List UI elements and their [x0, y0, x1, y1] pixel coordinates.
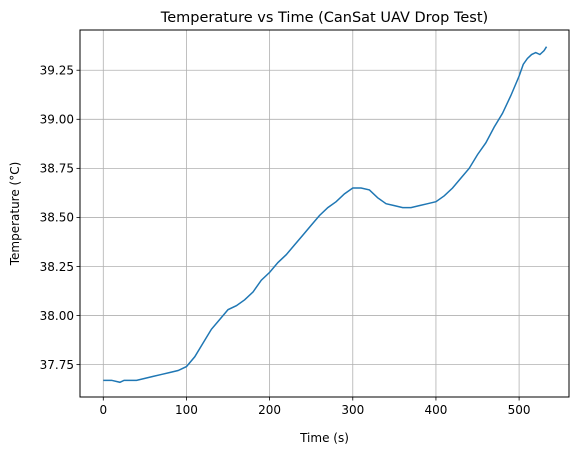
y-tick-label: 39.25	[40, 64, 74, 78]
y-tick-label: 38.25	[40, 260, 74, 274]
y-tick-label: 38.75	[40, 162, 74, 176]
series-line	[103, 46, 548, 384]
x-tick-label: 200	[258, 403, 281, 417]
plot-area-frame	[79, 29, 570, 398]
y-tick-label: 37.75	[40, 358, 74, 372]
x-tick-label: 100	[175, 403, 198, 417]
grid-lines	[80, 30, 569, 397]
x-tick-label: 500	[508, 403, 531, 417]
y-axis-label: Temperature (°C)	[8, 162, 22, 267]
chart-title: Temperature vs Time (CanSat UAV Drop Tes…	[160, 10, 488, 26]
x-tick-label: 0	[99, 403, 107, 417]
x-axis-ticks: 0 100 200 300 400 500	[99, 397, 531, 417]
x-tick-label: 300	[341, 403, 364, 417]
y-tick-label: 38.00	[40, 309, 74, 323]
x-tick-label: 400	[424, 403, 447, 417]
y-tick-label: 38.50	[40, 211, 74, 225]
x-axis-label: Time (s)	[299, 431, 349, 445]
y-tick-label: 39.00	[40, 113, 74, 127]
y-axis-ticks: 37.75 38.00 38.25 38.50 38.75 39.00 39.25	[40, 64, 80, 372]
